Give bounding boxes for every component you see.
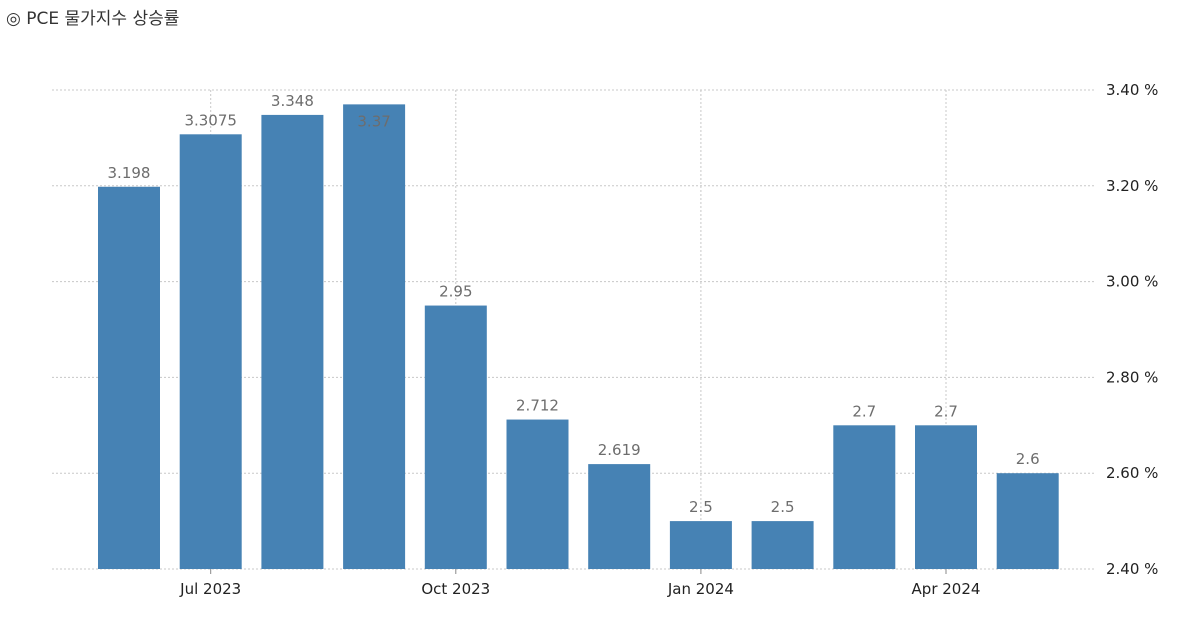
x-tick-label: Oct 2023 (421, 580, 490, 598)
bar-value-label: 3.198 (108, 164, 151, 182)
y-tick-label: 2.40 % (1106, 560, 1158, 578)
bar (343, 104, 406, 570)
y-tick-label: 3.40 % (1106, 81, 1158, 99)
bar-value-label: 3.3075 (184, 111, 237, 129)
bar (506, 419, 569, 569)
bar-value-label: 2.7 (852, 402, 876, 420)
bar-value-label: 3.37 (357, 112, 390, 130)
x-axis-ticks: Jul 2023 Oct 2023 Jan 2024 Apr 2024 (179, 569, 980, 598)
bar (179, 134, 242, 569)
y-tick-label: 2.60 % (1106, 464, 1158, 482)
bar (424, 305, 487, 569)
x-tick-label: Apr 2024 (912, 580, 981, 598)
bar-value-label: 2.619 (598, 441, 641, 459)
y-tick-label: 3.20 % (1106, 177, 1158, 195)
x-tick-label: Jul 2023 (179, 580, 241, 598)
bar-value-label: 2.712 (516, 397, 559, 415)
bar (996, 473, 1059, 569)
bar (669, 521, 732, 569)
bar (751, 521, 814, 569)
bar-value-label: 2.5 (689, 498, 713, 516)
bar-value-label: 3.348 (271, 92, 314, 110)
bar-value-label: 2.95 (439, 283, 472, 301)
x-tick-label: Jan 2024 (667, 580, 734, 598)
bar (833, 425, 896, 569)
data-labels-layer: 3.198 3.3075 3.348 3.37 2.95 2.712 2.619 2.5 2.5… (108, 92, 1040, 516)
bar (915, 425, 977, 569)
bar-value-label: 2.7 (934, 402, 958, 420)
bar-value-label: 2.6 (1016, 450, 1040, 468)
y-tick-label: 2.80 % (1106, 368, 1158, 386)
y-axis-ticks: 2.40 % 2.60 % 2.80 % 3.00 % 3.20 % 3.40 % (1106, 81, 1158, 578)
y-tick-label: 3.00 % (1106, 273, 1158, 291)
bar (98, 186, 160, 569)
bar (588, 464, 651, 569)
bars-layer (98, 104, 1059, 570)
bar-value-label: 2.5 (771, 498, 795, 516)
bar (261, 114, 324, 570)
chart-title: ◎ PCE 물가지수 상승률 (6, 9, 180, 29)
